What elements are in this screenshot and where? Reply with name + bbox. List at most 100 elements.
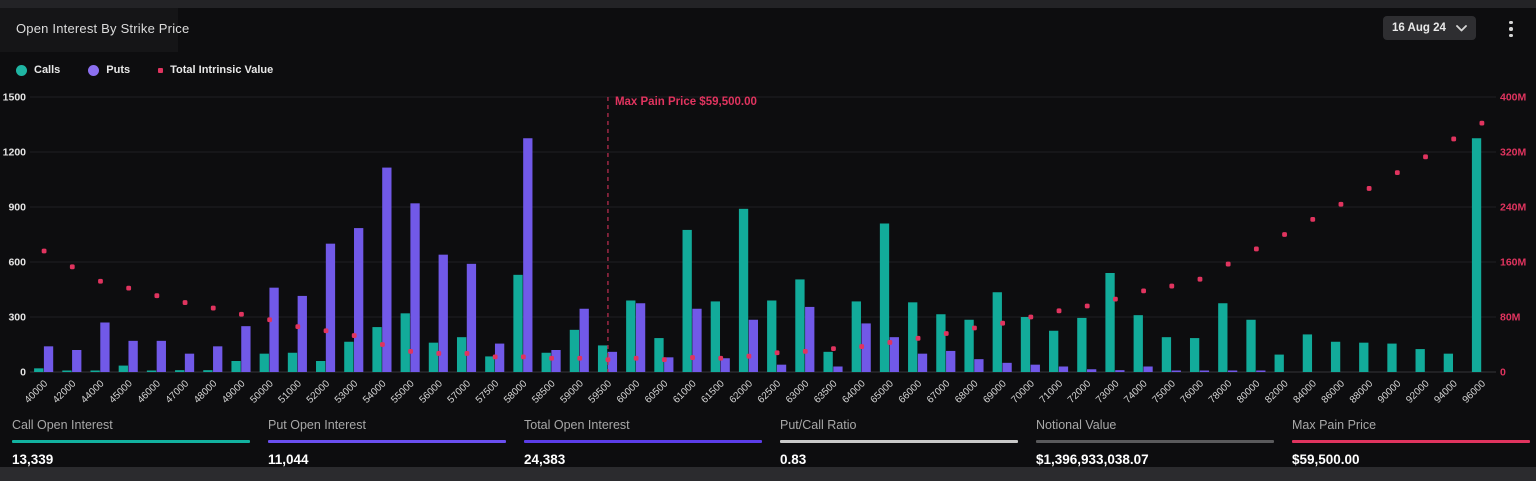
call-bar [626, 300, 636, 372]
tiv-point [972, 325, 977, 331]
put-bar [128, 340, 138, 372]
x-axis-label: 66000 [897, 378, 925, 406]
chevron-down-icon [1456, 24, 1467, 31]
call-bar [738, 208, 749, 372]
call-bar [1077, 317, 1087, 372]
tiv-point [1451, 136, 1457, 142]
call-bar [1049, 330, 1059, 372]
call-bar [428, 342, 439, 372]
stat-notional-value: Notional Value $1,396,933,038.07 [1024, 413, 1280, 467]
call-bar [1471, 138, 1482, 372]
stat-underline [1292, 440, 1530, 443]
y-axis-right-label: 320M [1500, 147, 1527, 159]
call-bar [62, 370, 72, 372]
call-bar [231, 361, 241, 372]
call-bar [287, 352, 298, 372]
puts-marker-icon [88, 64, 100, 76]
put-bar [1087, 369, 1097, 372]
stat-underline [524, 440, 762, 443]
stat-label: Call Open Interest [12, 418, 113, 432]
put-bar [579, 308, 589, 372]
put-bar [833, 366, 843, 372]
x-axis-label: 72000 [1066, 378, 1094, 406]
tiv-point [1423, 154, 1428, 160]
x-axis-label: 80000 [1235, 378, 1263, 406]
tiv-point [69, 264, 75, 270]
tiv-point [154, 293, 160, 299]
put-bar [889, 337, 899, 372]
x-axis-label: 64000 [840, 378, 868, 406]
x-axis-label: 60000 [615, 378, 643, 406]
x-axis-label: 50000 [248, 378, 276, 406]
call-bar [259, 353, 269, 372]
kebab-menu-icon[interactable] [1502, 17, 1520, 41]
call-bar [485, 356, 495, 372]
put-bar [861, 323, 871, 372]
page-title: Open Interest By Strike Price [16, 21, 190, 36]
call-bar [1133, 315, 1143, 372]
call-bar [513, 274, 523, 372]
put-bar [382, 167, 392, 372]
tiv-point [1197, 276, 1203, 282]
stat-total-open-interest: Total Open Interest 24,383 [512, 413, 768, 467]
x-axis-label: 71000 [1038, 378, 1066, 406]
tiv-point [1141, 288, 1146, 294]
put-bar [43, 346, 54, 372]
x-axis-label: 57000 [446, 378, 474, 406]
y-axis-right-label: 240M [1500, 202, 1527, 214]
x-axis-label: 57500 [474, 378, 502, 406]
legend-item-calls[interactable]: Calls [16, 64, 60, 76]
y-axis-left-label: 900 [8, 202, 26, 214]
date-selector-label: 16 Aug 24 [1392, 22, 1446, 34]
tiv-point [1253, 246, 1259, 252]
call-bar [372, 327, 382, 372]
tiv-point [182, 300, 188, 305]
call-bar [908, 302, 918, 372]
date-selector-button[interactable]: 16 Aug 24 [1383, 16, 1476, 40]
legend-label: Calls [34, 64, 61, 76]
tiv-point [1169, 283, 1175, 289]
put-bar [1115, 370, 1125, 372]
call-bar [541, 352, 551, 372]
x-axis-label: 69000 [981, 378, 1009, 406]
stat-value: 0.83 [780, 451, 807, 467]
x-axis-label: 62500 [756, 378, 784, 406]
x-axis-label: 68000 [953, 378, 981, 406]
tiv-point [464, 351, 470, 356]
x-axis-label: 61000 [671, 378, 699, 406]
call-bar [146, 370, 157, 372]
put-bar [523, 138, 533, 372]
put-bar [720, 358, 730, 372]
legend-item-puts[interactable]: Puts [88, 64, 130, 76]
put-bar [1256, 370, 1266, 372]
call-bar [992, 292, 1002, 372]
call-bar [851, 301, 861, 372]
call-bar [1359, 342, 1369, 372]
x-axis-label: 48000 [192, 378, 220, 406]
stat-value: $1,396,933,038.07 [1036, 451, 1149, 467]
top-strip [0, 0, 1536, 8]
x-axis-label: 82000 [1263, 378, 1291, 406]
put-bar [974, 359, 984, 372]
x-axis-label: 52000 [305, 378, 333, 406]
stat-underline [1036, 440, 1274, 443]
call-bar [597, 345, 608, 372]
legend-item-total-intrinsic-value[interactable]: Total Intrinsic Value [158, 64, 273, 76]
call-bar [316, 361, 326, 372]
put-bar [664, 357, 674, 372]
x-axis-label: 51000 [277, 378, 305, 406]
stats-bar: Call Open Interest 13,339 Put Open Interes… [0, 413, 1536, 467]
call-bar [400, 313, 410, 372]
call-bar [456, 337, 467, 372]
tiv-point [1310, 216, 1316, 222]
stat-value: 24,383 [524, 451, 566, 467]
call-bar [203, 370, 213, 372]
tiv-point [1479, 120, 1485, 126]
tiv-point [661, 357, 667, 363]
x-axis-label: 96000 [1461, 378, 1489, 406]
x-axis-label: 40000 [23, 378, 51, 406]
put-bar [241, 326, 251, 372]
call-bar [1105, 273, 1115, 372]
put-bar [805, 306, 815, 372]
